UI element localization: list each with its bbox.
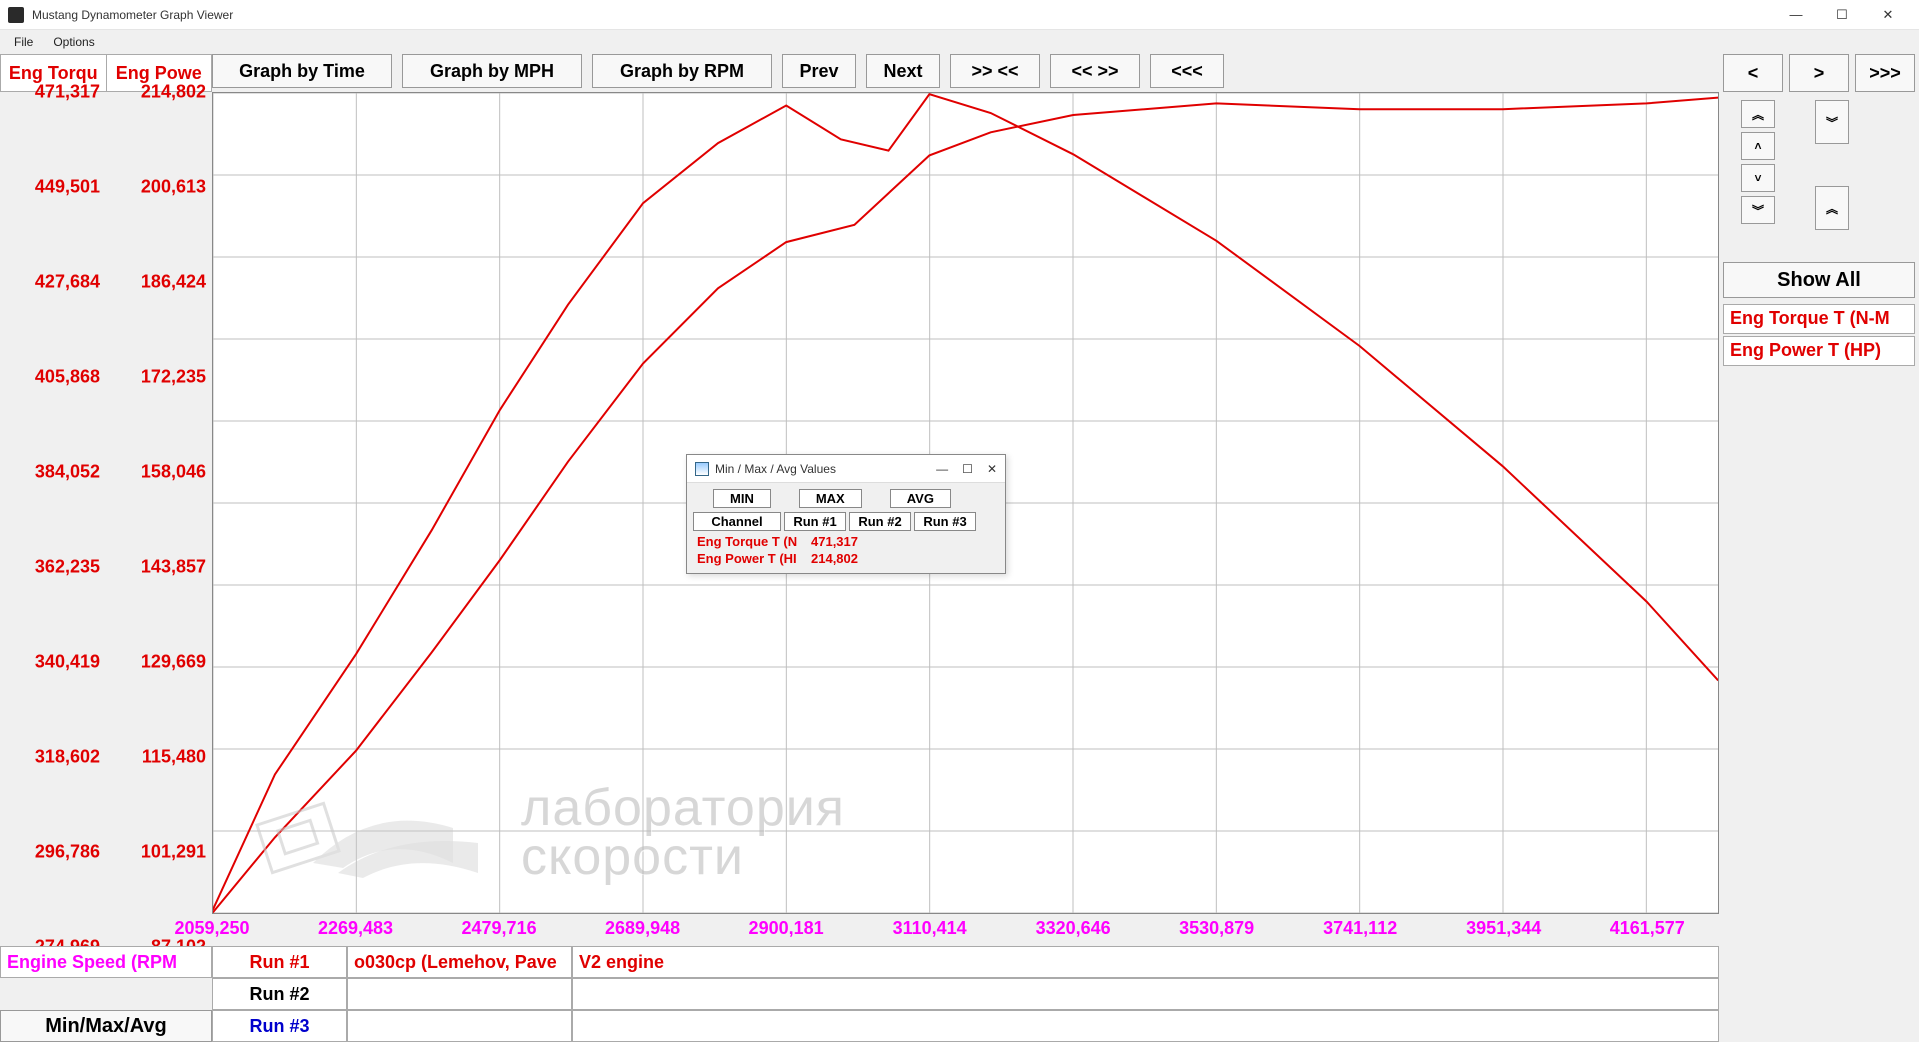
- graph-by-rpm-button[interactable]: Graph by RPM: [592, 54, 772, 88]
- xtick: 2900,181: [749, 918, 824, 939]
- run1-desc: V2 engine: [572, 946, 1719, 978]
- xtick: 2269,483: [318, 918, 393, 939]
- scroll-down-button[interactable]: ˅: [1741, 164, 1775, 192]
- col-run1: Run #1: [784, 512, 846, 531]
- run2-desc: [572, 978, 1719, 1010]
- zoom-y-in-button[interactable]: ︽: [1815, 186, 1849, 230]
- min-max-avg-button[interactable]: Min/Max/Avg: [0, 1010, 212, 1042]
- menu-file[interactable]: File: [4, 33, 43, 51]
- xtick: 2479,716: [462, 918, 537, 939]
- ytick-power: 115,480: [106, 747, 212, 768]
- minimize-button[interactable]: —: [1773, 0, 1819, 30]
- data-row: Eng Torque T (N 471,317: [693, 533, 999, 550]
- float-title: Min / Max / Avg Values: [715, 462, 936, 476]
- ytick-power: 172,235: [106, 367, 212, 388]
- legend-power[interactable]: Eng Power T (HP): [1723, 336, 1915, 366]
- ytick-torque: 427,684: [0, 272, 106, 293]
- zoom-contract-button[interactable]: >> <<: [950, 54, 1040, 88]
- ytick-torque: 340,419: [0, 652, 106, 673]
- zoom-y-out-button[interactable]: ︾: [1815, 100, 1849, 144]
- pan-left-button[interactable]: <: [1723, 54, 1783, 92]
- xtick: 4161,577: [1610, 918, 1685, 939]
- window-title: Mustang Dynamometer Graph Viewer: [32, 8, 1773, 22]
- right-controls: < > >>> ︽ ˄ ˅ ︾ ︾ ︽ Show All Eng Torque …: [1719, 54, 1919, 1042]
- tab-max[interactable]: MAX: [799, 489, 862, 508]
- float-close-button[interactable]: ✕: [987, 462, 997, 476]
- xtick: 3110,414: [893, 918, 967, 939]
- show-all-button[interactable]: Show All: [1723, 262, 1915, 298]
- col-channel: Channel: [693, 512, 781, 531]
- bottom-info: Engine Speed (RPM Run #1 o030cp (Lemehov…: [212, 946, 1719, 1042]
- xtick: 3741,112: [1323, 918, 1397, 939]
- pan-right-button[interactable]: >: [1789, 54, 1849, 92]
- scroll-down-fast-button[interactable]: ︾: [1741, 196, 1775, 224]
- rewind-button[interactable]: <<<: [1150, 54, 1224, 88]
- scroll-up-button[interactable]: ˄: [1741, 132, 1775, 160]
- xtick: 3951,344: [1466, 918, 1541, 939]
- close-button[interactable]: ✕: [1865, 0, 1911, 30]
- data-row: Eng Power T (HI 214,802: [693, 550, 999, 567]
- run1-file: o030cp (Lemehov, Pave: [347, 946, 572, 978]
- toolbar: Graph by Time Graph by MPH Graph by RPM …: [212, 54, 1719, 92]
- ytick-power: 186,424: [106, 272, 212, 293]
- run3-label[interactable]: Run #3: [212, 1010, 347, 1042]
- ytick-torque: 471,317: [0, 82, 106, 103]
- ytick-torque: 318,602: [0, 747, 106, 768]
- float-minimize-button[interactable]: —: [936, 462, 948, 476]
- prev-button[interactable]: Prev: [782, 54, 856, 88]
- zoom-expand-button[interactable]: << >>: [1050, 54, 1140, 88]
- tab-avg[interactable]: AVG: [890, 489, 951, 508]
- next-button[interactable]: Next: [866, 54, 940, 88]
- tab-min[interactable]: MIN: [713, 489, 771, 508]
- float-app-icon: [695, 462, 709, 476]
- x-axis: 2059,2502269,4832479,7162689,9482900,181…: [212, 914, 1719, 946]
- run1-label[interactable]: Run #1: [212, 946, 347, 978]
- xtick: 3530,879: [1179, 918, 1254, 939]
- run2-label[interactable]: Run #2: [212, 978, 347, 1010]
- xtick: 2689,948: [605, 918, 680, 939]
- ytick-torque: 362,235: [0, 557, 106, 578]
- legend-torque[interactable]: Eng Torque T (N-M: [1723, 304, 1915, 334]
- xaxis-label: Engine Speed (RPM: [0, 946, 212, 978]
- ytick-torque: 405,868: [0, 367, 106, 388]
- ytick-power: 129,669: [106, 652, 212, 673]
- run3-desc: [572, 1010, 1719, 1042]
- float-titlebar[interactable]: Min / Max / Avg Values — ☐ ✕: [687, 455, 1005, 483]
- y-axis-column: Eng Torqu Eng Powe 471,317214,802449,501…: [0, 54, 212, 1042]
- ytick-power: 158,046: [106, 462, 212, 483]
- forward-button[interactable]: >>>: [1855, 54, 1915, 92]
- ytick-power: 101,291: [106, 842, 212, 863]
- ytick-torque: 384,052: [0, 462, 106, 483]
- xtick: 2059,250: [174, 918, 249, 939]
- ytick-power: 200,613: [106, 177, 212, 198]
- menubar: File Options: [0, 30, 1919, 54]
- xtick: 3320,646: [1036, 918, 1111, 939]
- app-icon: [8, 7, 24, 23]
- float-maximize-button[interactable]: ☐: [962, 462, 973, 476]
- ytick-power: 214,802: [106, 82, 212, 103]
- col-run3: Run #3: [914, 512, 976, 531]
- col-run2: Run #2: [849, 512, 911, 531]
- run2-file: [347, 978, 572, 1010]
- maximize-button[interactable]: ☐: [1819, 0, 1865, 30]
- ytick-torque: 296,786: [0, 842, 106, 863]
- menu-options[interactable]: Options: [43, 33, 104, 51]
- titlebar: Mustang Dynamometer Graph Viewer — ☐ ✕: [0, 0, 1919, 30]
- graph-by-time-button[interactable]: Graph by Time: [212, 54, 392, 88]
- run3-file: [347, 1010, 572, 1042]
- ytick-power: 143,857: [106, 557, 212, 578]
- min-max-avg-window[interactable]: Min / Max / Avg Values — ☐ ✕ MIN MAX AVG…: [686, 454, 1006, 574]
- scroll-up-fast-button[interactable]: ︽: [1741, 100, 1775, 128]
- ytick-torque: 449,501: [0, 177, 106, 198]
- graph-by-mph-button[interactable]: Graph by MPH: [402, 54, 582, 88]
